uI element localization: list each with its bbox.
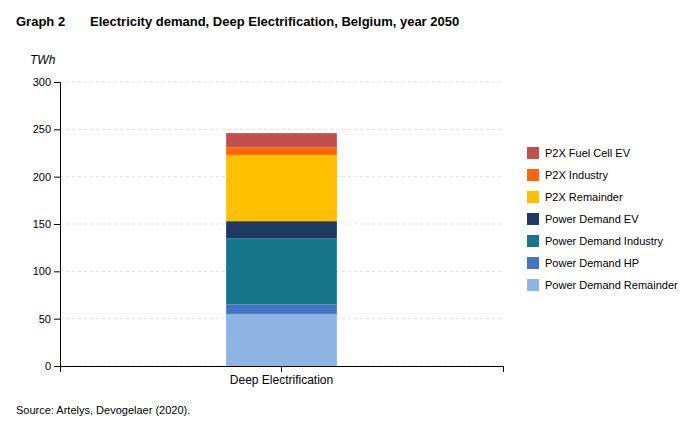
tick-mark [54,319,60,320]
legend-label: P2X Industry [545,169,608,181]
bar [226,133,337,147]
bars [226,133,337,366]
y-axis-label: TWh [30,53,56,67]
y-axis: 0 50 100 150 200 250 300 [33,76,61,372]
tick-label: 150 [33,218,51,230]
tick-mark [54,366,60,367]
tick-mark [54,129,60,130]
legend-swatch [527,169,539,181]
tick: 200 [33,171,60,183]
legend-item: P2X Industry [527,169,608,181]
tick: 50 [39,313,60,325]
legend-label: P2X Remainder [545,191,623,203]
series [226,155,337,221]
grid [60,82,503,366]
bar [226,304,337,313]
legend-item: P2X Fuel Cell EV [527,147,631,159]
legend-swatch [527,213,539,225]
tick: 250 [33,123,60,135]
tick-mark [54,224,60,225]
x-axis: Deep Electrification [61,366,504,387]
legend-item: Power Demand HP [527,257,639,269]
grid-line [60,129,503,130]
bar [226,147,337,155]
tick-label: Deep Electrification [230,373,333,387]
bar [226,314,337,366]
grid-line [60,82,503,83]
tick-mark [54,82,60,83]
tick-label: 300 [33,76,51,88]
legend-swatch [527,147,539,159]
tick: 150 [33,218,60,230]
annotation: Graph 2 [16,14,65,29]
legend-label: P2X Fuel Cell EV [545,147,631,159]
bar [226,238,337,304]
tick: 0 [45,360,60,372]
axis-line [54,83,61,367]
series [226,314,337,366]
chart: Graph 2 Electricity demand, Deep Electrif… [0,0,693,426]
legend-swatch [527,191,539,203]
tick: 300 [33,76,60,88]
tick: 100 [33,265,60,277]
series [226,238,337,304]
axis-line [61,367,504,373]
source-note: Source: Artelys, Devogelaer (2020). [16,404,190,416]
tick-mark [54,177,60,178]
legend-item: P2X Remainder [527,191,623,203]
title: Electricity demand, Deep Electrification… [90,14,459,29]
tick-mark [54,271,60,272]
legend-label: Power Demand HP [545,257,639,269]
bar [226,155,337,221]
series [226,304,337,313]
tick-mark [281,366,282,372]
series [226,221,337,238]
series [226,147,337,155]
tick-label: 100 [33,265,51,277]
legend-label: Power Demand Industry [545,235,663,247]
tick-label: 0 [45,360,51,372]
legend-item: Power Demand Remainder [527,279,678,291]
tick: Deep Electrification [230,366,333,387]
legend-item: Power Demand Industry [527,235,663,247]
plot: TWh 0 50 100 150 200 250 300 Deep Electrificatio… [30,53,504,387]
series [226,133,337,147]
legend-item: Power Demand EV [527,213,639,225]
bar [226,221,337,238]
legend-label: Power Demand EV [545,213,639,225]
legend-label: Power Demand Remainder [545,279,678,291]
tick-label: 200 [33,171,51,183]
tick-label: 50 [39,313,51,325]
legend-swatch [527,235,539,247]
legend-swatch [527,279,539,291]
legend: P2X Fuel Cell EV P2X Industry P2X Remainde… [527,147,678,291]
legend-swatch [527,257,539,269]
tick-label: 250 [33,123,51,135]
